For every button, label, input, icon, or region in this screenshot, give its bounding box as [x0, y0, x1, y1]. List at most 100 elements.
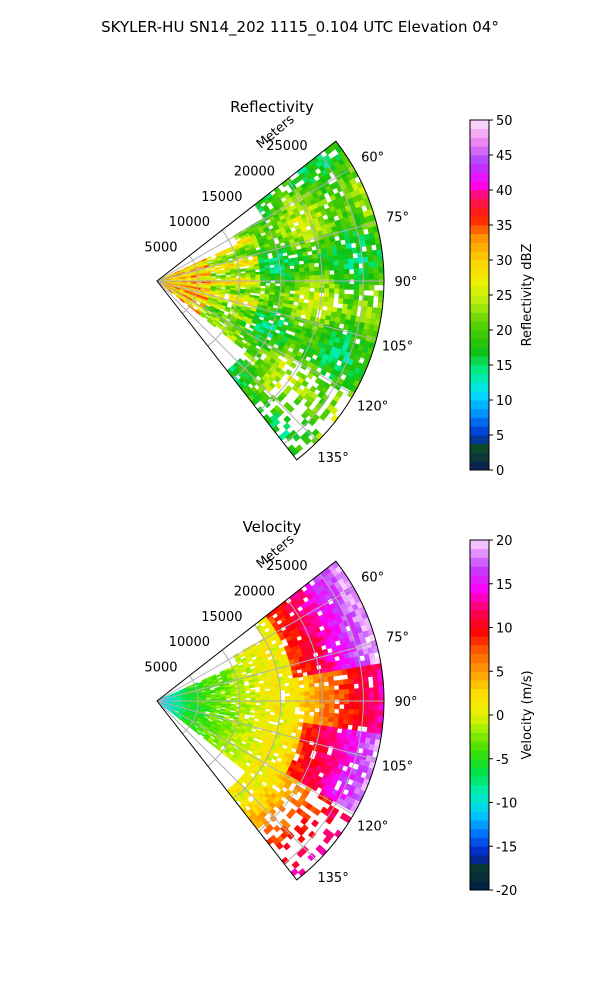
radar-cell: [339, 279, 345, 285]
radar-cell: [304, 287, 311, 292]
radar-cell: [298, 680, 305, 686]
radar-cell: [304, 283, 311, 288]
radar-cell: [378, 290, 384, 298]
radar-cell: [368, 278, 375, 286]
radar-cell: [275, 702, 281, 707]
radar-cell: [323, 712, 330, 718]
velocity-panel: Velocity 60° 75° 90° 105° 120° 135° 5000 10000 15…: [144, 518, 535, 899]
radar-cell: [260, 694, 266, 698]
colorbar-band: [470, 592, 489, 602]
radar-cell: [343, 708, 350, 715]
colorbar-band: [470, 680, 489, 690]
radar-cell: [367, 721, 374, 728]
radar-cell: [243, 262, 250, 267]
radar-cell: [348, 284, 355, 290]
radar-cell: [373, 272, 380, 280]
radar-cell: [290, 868, 299, 877]
azimuth-tick-label: 60°: [361, 571, 384, 586]
radar-cell: [245, 277, 252, 281]
azimuth-tick-label: 90°: [394, 695, 417, 710]
radar-cell: [269, 693, 276, 698]
colorbar-band: [470, 575, 489, 585]
colorbar-band: [470, 697, 489, 707]
radial-tick-label: 5000: [144, 661, 177, 676]
radar-cell: [299, 706, 306, 712]
radar-cell: [353, 688, 360, 695]
radar-cells: [157, 141, 384, 457]
radar-cell: [289, 275, 296, 281]
radar-cell: [314, 270, 321, 276]
radar-cell: [250, 277, 256, 281]
radar-cell: [363, 698, 370, 706]
radar-cell: [201, 281, 207, 284]
colorbar-tick-label: 15: [496, 359, 513, 374]
radar-cell: [324, 690, 330, 696]
radar-cell: [328, 288, 335, 294]
radar-cell: [344, 703, 350, 710]
radar-cell: [343, 683, 350, 690]
colorbar-band: [470, 303, 489, 313]
radar-cell: [323, 265, 330, 272]
radar-cell: [230, 707, 236, 711]
radar-cell: [260, 282, 266, 287]
radar-cell: [235, 702, 242, 705]
radar-cell: [309, 275, 316, 280]
colorbar-tick-label: 0: [496, 709, 504, 724]
azimuth-tick-label: 105°: [382, 339, 413, 354]
radar-cell: [304, 691, 311, 697]
radar-cell: [373, 692, 380, 700]
radar-cell: [284, 282, 291, 288]
colorbar-band: [470, 408, 489, 418]
radar-cell: [199, 313, 205, 319]
radar-cell: [347, 299, 354, 306]
radar-cell: [334, 689, 340, 696]
radar-cell: [240, 277, 247, 281]
radar-cell: [284, 279, 291, 284]
radar-cell: [179, 298, 186, 303]
radar-cell: [297, 672, 304, 678]
radar-cell: [338, 708, 345, 715]
radar-cell: [373, 290, 380, 297]
radar-cell: [289, 688, 296, 694]
radar-cell: [309, 699, 316, 705]
colorbar-band: [470, 260, 489, 270]
radar-cell: [344, 283, 350, 290]
radar-cell: [362, 256, 369, 264]
radar-cell: [362, 300, 369, 308]
panels-layer: Reflectivity60°75°90°105°120°135°5000100…: [144, 98, 535, 899]
radar-cell: [349, 693, 355, 700]
radar-cell: [333, 679, 340, 686]
colorbar-band: [470, 662, 489, 672]
radar-cell: [338, 684, 345, 691]
radar-cell: [378, 710, 384, 718]
radar-cell: [339, 283, 345, 290]
radar-cell: [311, 819, 320, 828]
colorbar: 0 5 10 15 20 25 30 35 40 45 50 Reflectivity dBZ: [469, 114, 535, 479]
radar-cell: [378, 698, 384, 706]
radar-cell: [339, 274, 345, 280]
radar-cell: [289, 272, 296, 277]
radar-cell: [215, 271, 222, 275]
radar-cell: [328, 708, 335, 714]
radar-cell: [289, 279, 296, 284]
colorbar-band: [470, 137, 489, 147]
radar-cell: [274, 273, 281, 278]
panel-title: Reflectivity: [230, 98, 314, 116]
radar-cell: [372, 681, 379, 689]
azimuth-tick-label: 75°: [386, 211, 409, 226]
radar-cell: [373, 278, 380, 286]
radar-cell: [298, 714, 305, 720]
radar-cell: [284, 696, 291, 701]
radar-cell: [314, 279, 321, 285]
colorbar-tick-label: 25: [496, 289, 513, 304]
radar-cell: [343, 268, 350, 275]
radar-cell: [329, 283, 335, 290]
radar-cell: [323, 685, 330, 692]
radar-cell: [313, 257, 320, 264]
radar-cell: [372, 261, 379, 269]
radar-cell: [378, 704, 384, 712]
radar-cell: [244, 711, 251, 716]
colorbar-band: [470, 785, 489, 795]
radar-cell: [348, 704, 355, 710]
radar-cell: [299, 695, 306, 701]
